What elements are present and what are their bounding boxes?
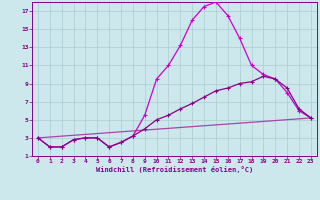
X-axis label: Windchill (Refroidissement éolien,°C): Windchill (Refroidissement éolien,°C): [96, 166, 253, 173]
